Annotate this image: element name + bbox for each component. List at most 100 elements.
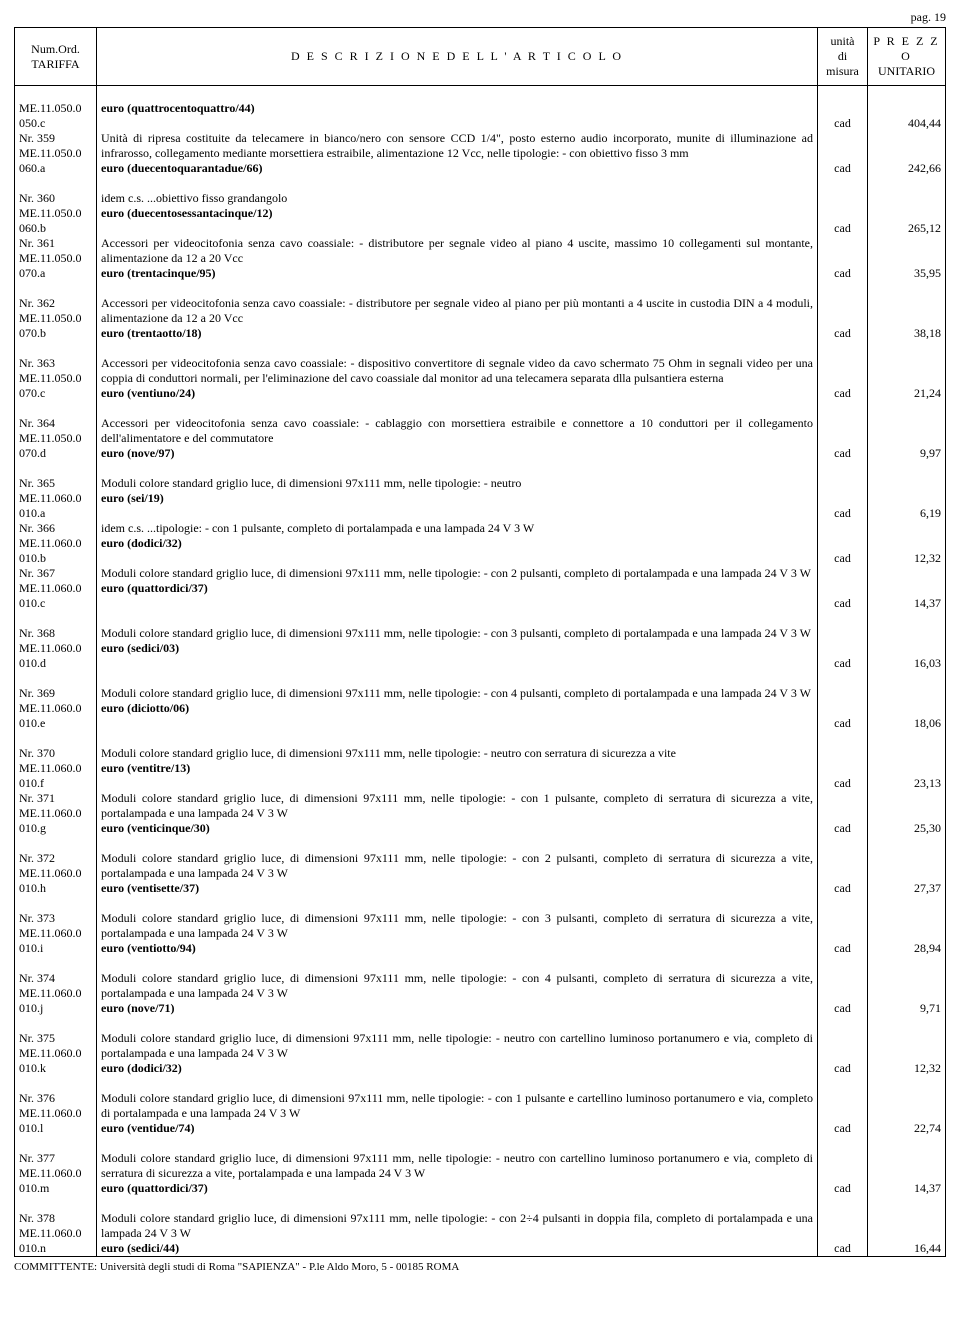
cell-desc: Moduli colore standard griglio luce, di … xyxy=(97,1151,818,1196)
cell-price: 9,97 xyxy=(868,416,946,461)
cell-ord: Nr. 366ME.11.060.0010.b xyxy=(15,521,97,566)
cell-unit: cad xyxy=(818,971,868,1016)
table-row: Nr. 367ME.11.060.0010.cModuli colore sta… xyxy=(15,566,946,611)
spacer-row xyxy=(15,1136,946,1151)
spacer-row xyxy=(15,836,946,851)
cell-ord: Nr. 362ME.11.050.0070.b xyxy=(15,296,97,341)
cell-ord: Nr. 378ME.11.060.0010.n xyxy=(15,1211,97,1257)
cell-ord: Nr. 367ME.11.060.0010.c xyxy=(15,566,97,611)
cell-ord: Nr. 364ME.11.050.0070.d xyxy=(15,416,97,461)
spacer-row xyxy=(15,281,946,296)
table-row: Nr. 369ME.11.060.0010.eModuli colore sta… xyxy=(15,686,946,731)
table-row: Nr. 373ME.11.060.0010.iModuli colore sta… xyxy=(15,911,946,956)
cell-desc: idem c.s. ...tipologie: - con 1 pulsante… xyxy=(97,521,818,566)
table-row: Nr. 364ME.11.050.0070.dAccessori per vid… xyxy=(15,416,946,461)
cell-ord: Nr. 368ME.11.060.0010.d xyxy=(15,626,97,671)
header-desc: D E S C R I Z I O N E D E L L ' A R T I … xyxy=(97,28,818,86)
cell-price: 18,06 xyxy=(868,686,946,731)
table-row: Nr. 363ME.11.050.0070.cAccessori per vid… xyxy=(15,356,946,401)
cell-price: 27,37 xyxy=(868,851,946,896)
cell-desc: euro (quattrocentoquattro/44) xyxy=(97,101,818,131)
cell-desc: Accessori per videocitofonia senza cavo … xyxy=(97,416,818,461)
cell-desc: Moduli colore standard griglio luce, di … xyxy=(97,851,818,896)
cell-unit: cad xyxy=(818,911,868,956)
cell-price: 12,32 xyxy=(868,521,946,566)
cell-unit: cad xyxy=(818,791,868,836)
cell-unit: cad xyxy=(818,476,868,521)
cell-ord: Nr. 374ME.11.060.0010.j xyxy=(15,971,97,1016)
cell-desc: Moduli colore standard griglio luce, di … xyxy=(97,566,818,611)
spacer-row xyxy=(15,731,946,746)
cell-desc: Moduli colore standard griglio luce, di … xyxy=(97,1031,818,1076)
spacer-row xyxy=(15,671,946,686)
table-row: Nr. 372ME.11.060.0010.hModuli colore sta… xyxy=(15,851,946,896)
cell-unit: cad xyxy=(818,416,868,461)
spacer-row xyxy=(15,896,946,911)
cell-price: 242,66 xyxy=(868,131,946,176)
spacer-row xyxy=(15,401,946,416)
cell-unit: cad xyxy=(818,521,868,566)
table-row: Nr. 362ME.11.050.0070.bAccessori per vid… xyxy=(15,296,946,341)
cell-price: 12,32 xyxy=(868,1031,946,1076)
cell-ord: Nr. 375ME.11.060.0010.k xyxy=(15,1031,97,1076)
cell-ord: Nr. 360ME.11.050.0060.b xyxy=(15,191,97,236)
cell-ord: Nr. 369ME.11.060.0010.e xyxy=(15,686,97,731)
cell-ord: Nr. 377ME.11.060.0010.m xyxy=(15,1151,97,1196)
cell-price: 25,30 xyxy=(868,791,946,836)
cell-price: 28,94 xyxy=(868,911,946,956)
cell-ord: ME.11.050.0050.c xyxy=(15,101,97,131)
cell-ord: Nr. 363ME.11.050.0070.c xyxy=(15,356,97,401)
cell-unit: cad xyxy=(818,1151,868,1196)
spacer-row xyxy=(15,86,946,102)
cell-unit: cad xyxy=(818,1211,868,1257)
cell-price: 16,03 xyxy=(868,626,946,671)
table-row: Nr. 366ME.11.060.0010.bidem c.s. ...tipo… xyxy=(15,521,946,566)
spacer-row xyxy=(15,176,946,191)
cell-unit: cad xyxy=(818,1031,868,1076)
header-unit: unità di misura xyxy=(818,28,868,86)
cell-price: 6,19 xyxy=(868,476,946,521)
page-number: pag. 19 xyxy=(14,10,946,25)
table-row: Nr. 374ME.11.060.0010.jModuli colore sta… xyxy=(15,971,946,1016)
cell-price: 14,37 xyxy=(868,1151,946,1196)
table-row: Nr. 361ME.11.050.0070.aAccessori per vid… xyxy=(15,236,946,281)
cell-price: 14,37 xyxy=(868,566,946,611)
cell-desc: Moduli colore standard griglio luce, di … xyxy=(97,911,818,956)
cell-desc: Moduli colore standard griglio luce, di … xyxy=(97,1091,818,1136)
spacer-row xyxy=(15,956,946,971)
cell-unit: cad xyxy=(818,101,868,131)
cell-price: 35,95 xyxy=(868,236,946,281)
cell-price: 404,44 xyxy=(868,101,946,131)
cell-ord: Nr. 372ME.11.060.0010.h xyxy=(15,851,97,896)
table-row: Nr. 370ME.11.060.0010.fModuli colore sta… xyxy=(15,746,946,791)
cell-unit: cad xyxy=(818,236,868,281)
cell-unit: cad xyxy=(818,746,868,791)
cell-desc: Accessori per videocitofonia senza cavo … xyxy=(97,236,818,281)
spacer-row xyxy=(15,341,946,356)
cell-desc: idem c.s. ...obiettivo fisso grandangolo… xyxy=(97,191,818,236)
table-row: Nr. 377ME.11.060.0010.mModuli colore sta… xyxy=(15,1151,946,1196)
table-row: ME.11.050.0050.ceuro (quattrocentoquattr… xyxy=(15,101,946,131)
table-row: Nr. 360ME.11.050.0060.bidem c.s. ...obie… xyxy=(15,191,946,236)
spacer-row xyxy=(15,611,946,626)
header-ord: Num.Ord. TARIFFA xyxy=(15,28,97,86)
cell-ord: Nr. 371ME.11.060.0010.g xyxy=(15,791,97,836)
cell-desc: Moduli colore standard griglio luce, di … xyxy=(97,746,818,791)
cell-desc: Moduli colore standard griglio luce, di … xyxy=(97,1211,818,1257)
cell-unit: cad xyxy=(818,131,868,176)
cell-desc: Moduli colore standard griglio luce, di … xyxy=(97,971,818,1016)
cell-unit: cad xyxy=(818,191,868,236)
table-body: ME.11.050.0050.ceuro (quattrocentoquattr… xyxy=(15,86,946,1257)
table-row: Nr. 375ME.11.060.0010.kModuli colore sta… xyxy=(15,1031,946,1076)
cell-desc: Accessori per videocitofonia senza cavo … xyxy=(97,296,818,341)
cell-unit: cad xyxy=(818,296,868,341)
cell-price: 9,71 xyxy=(868,971,946,1016)
cell-unit: cad xyxy=(818,1091,868,1136)
table-row: Nr. 359ME.11.050.0060.aUnità di ripresa … xyxy=(15,131,946,176)
cell-ord: Nr. 373ME.11.060.0010.i xyxy=(15,911,97,956)
price-table: Num.Ord. TARIFFA D E S C R I Z I O N E D… xyxy=(14,27,946,1257)
cell-unit: cad xyxy=(818,626,868,671)
cell-price: 23,13 xyxy=(868,746,946,791)
cell-price: 38,18 xyxy=(868,296,946,341)
cell-price: 21,24 xyxy=(868,356,946,401)
